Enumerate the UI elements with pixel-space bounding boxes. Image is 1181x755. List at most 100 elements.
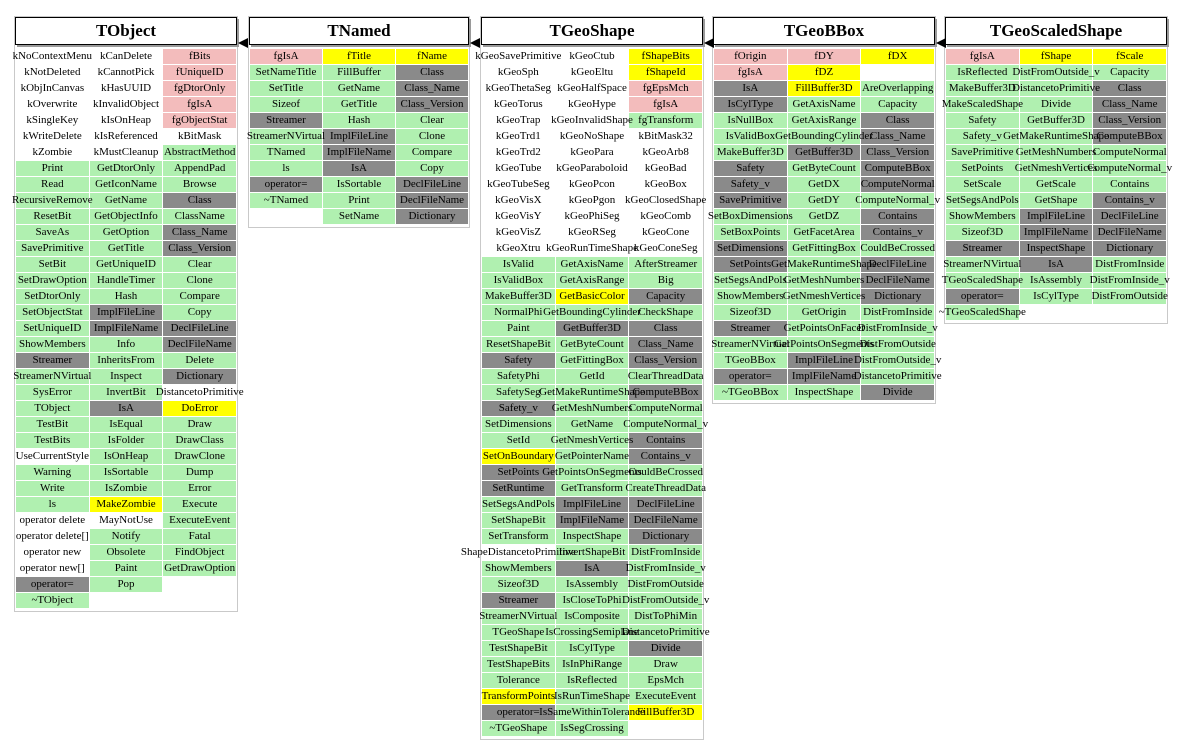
member-cell: InspectShape [555, 529, 629, 544]
member-cell: SafetySeg [482, 385, 555, 400]
member-cell: GetName [555, 417, 629, 432]
member-cell: operator= [714, 369, 787, 384]
member-cell: GetMakeRuntimeShape [539, 385, 645, 400]
member-cell: Dictionary [861, 289, 935, 304]
member-cell: DrawClone [163, 449, 237, 464]
member-cell: TransformPoints [481, 689, 556, 704]
member-cell: Hash [323, 113, 395, 128]
member-cell: kGeoEltu [570, 66, 614, 78]
member-cell: Write [16, 481, 89, 496]
member-cell: GetNmeshVertices [782, 289, 866, 304]
member-cell: GetBoundingCylinder [543, 305, 641, 320]
member-cell: fgIsA [714, 65, 787, 80]
member-cell: GetDX [787, 177, 861, 192]
member-cell: TestShapeBit [482, 641, 555, 656]
member-cell: ComputeNormal [860, 177, 935, 192]
member-cell: ~TGeoShape [482, 721, 555, 736]
member-cell: Clone [163, 273, 237, 288]
member-column: kCanDelete kCannotPick kHasUUID kInvalidObj… [89, 49, 163, 609]
member-cell: Safety_v [714, 177, 787, 192]
member-cell: fDX [861, 49, 935, 64]
member-cell: ~TGeoScaledShape [938, 305, 1026, 320]
member-cell: Warning [16, 465, 89, 480]
member-cell: Copy [396, 161, 468, 176]
member-cell: fgIsA [250, 49, 322, 64]
member-cell: DistancetoPrimitive [853, 369, 942, 384]
member-columns: kGeoSavePrimitive kGeoSph kGeoThetaSeg kGeo… [461, 45, 710, 739]
member-cell: Streamer [482, 593, 555, 608]
member-cell: Read [16, 177, 89, 192]
member-cell: Browse [163, 177, 237, 192]
member-cell: ComputeNormal [628, 401, 703, 416]
member-column: fDY fDZ FillBuffer3D GetAxisName GetAxisRang… [771, 49, 877, 401]
member-cell: SetDtorOnly [16, 289, 89, 304]
member-cell: operator delete[] [15, 530, 89, 542]
member-columns: fgIsA SetNameTitle SetTitle Sizeof Streamer S… [247, 45, 469, 227]
member-cell: TGeoShape [482, 625, 555, 640]
member-cell: GetDrawOption [163, 561, 237, 576]
member-cell: fgTransform [629, 113, 703, 128]
class-panel-tobject: TObject kNoContextMenu kNotDeleted kObjInCa… [12, 16, 244, 612]
member-cell: kGeoVisZ [495, 226, 541, 238]
member-cell: GetBuffer3D [555, 321, 629, 336]
member-cell: kIsReferenced [94, 130, 158, 142]
member-cell: kGeoTrap [496, 114, 541, 126]
member-column: fShape DistFromOutside_v DistancetoPrimiti… [1003, 49, 1109, 321]
member-cell: kGeoArb8 [642, 146, 689, 158]
member-cell: DistFromInside [1093, 257, 1167, 272]
member-cell: ComputeNormal [1092, 145, 1167, 160]
member-cell: DeclFileName [396, 193, 468, 208]
member-cell: Divide [629, 641, 703, 656]
member-cell: ImplFileName [323, 145, 395, 160]
member-cell: GetOrigin [787, 305, 861, 320]
member-cell: Divide [1019, 97, 1093, 112]
member-cell: GetPointsOnFacet [783, 321, 865, 336]
member-cell: fBits [163, 49, 237, 64]
member-cell: GetMakeRuntimeShape [1003, 129, 1109, 144]
member-cell: kGeoHalfSpace [557, 82, 627, 94]
member-cell: kGeoCone [642, 226, 690, 238]
member-cell: kNoContextMenu [12, 50, 93, 62]
member-cell: fShapeId [629, 65, 703, 80]
member-cell: IsSortable [323, 177, 395, 192]
member-cell: kGeoComb [640, 210, 692, 222]
class-panel-tgeoshape: TGeoShape kGeoSavePrimitive kGeoSph kGeoThe… [461, 16, 710, 740]
member-cell: DistFromOutside_v [621, 593, 710, 608]
member-cell: Class [1093, 81, 1167, 96]
member-cell: ClearThreadData [627, 369, 704, 384]
member-cell: Capacity [861, 97, 935, 112]
class-title: TObject [15, 17, 237, 45]
member-cell: DeclFileName [629, 513, 703, 528]
member-cell: DeclFileLine [396, 177, 468, 192]
member-cell: AreOverlapping [861, 81, 935, 96]
member-cell: GetAxisRange [555, 273, 629, 288]
member-cell: CouldBeCrossed [860, 241, 935, 256]
member-cell: Info [89, 337, 163, 352]
member-cell: kGeoClosedShape [625, 194, 707, 206]
member-cell: fgIsA [163, 97, 237, 112]
member-cell: ExecuteEvent [163, 513, 237, 528]
member-cell: Class [396, 65, 468, 80]
member-cell: GetOption [89, 225, 163, 240]
member-cell: ResetShapeBit [482, 337, 555, 352]
member-cell: GetMakeRuntimeShape [771, 257, 877, 272]
member-cell: IsFolder [89, 433, 163, 448]
member-cell: Contains_v [861, 225, 935, 240]
member-cell: GetBasicColor [555, 289, 629, 304]
member-cell: IsA [89, 401, 163, 416]
member-cell: DistFromInside_v [625, 561, 706, 576]
member-cell: ImplFileName [1019, 225, 1093, 240]
member-cell: operator new[] [19, 562, 85, 574]
member-cell: fTitle [323, 49, 395, 64]
member-cell: StreamerNVirtual [479, 609, 558, 624]
member-cell: IsReflected [946, 65, 1019, 80]
member-cell: SetName [323, 209, 395, 224]
member-cell: kOverwrite [27, 98, 78, 110]
member-cell: StreamerNVirtual [711, 337, 790, 352]
member-column: fDX AreOverlapping Capacity Class Class_Name… [853, 49, 942, 401]
member-cell: GetAxisRange [787, 113, 861, 128]
member-cell: MakeBuffer3D [482, 289, 555, 304]
member-cell: Copy [163, 305, 237, 320]
member-cell: Paint [482, 321, 555, 336]
member-columns: fgIsA IsReflected MakeBuffer3D MakeScaledSh… [938, 45, 1172, 323]
